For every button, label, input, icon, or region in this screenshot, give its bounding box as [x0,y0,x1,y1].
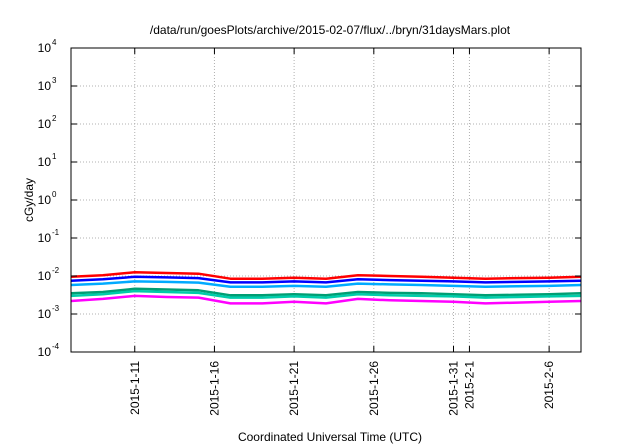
x-axis-label: Coordinated Universal Time (UTC) [238,430,422,444]
y-tick-label: 10 [38,307,52,321]
y-tick-label: 10 [38,269,52,283]
x-tick-label: 2015-1-31 [447,361,461,416]
series-line-2 [70,275,582,284]
x-tick-label: 2015-1-26 [367,361,381,416]
series-line-4 [70,287,582,297]
x-tick-label: 2015-2-6 [542,361,556,409]
grid [71,48,581,352]
y-tick-exponent: -4 [52,342,60,351]
y-tick-label: 10 [38,193,52,207]
y-tick-exponent: 3 [52,76,57,85]
series-line-5 [70,289,582,299]
chart-title: /data/run/goesPlots/archive/2015-02-07/f… [150,23,511,37]
series-line-6 [70,294,582,305]
y-tick-label: 10 [38,79,52,93]
y-axis-label: cGy/day [22,178,36,222]
y-tick-exponent: -1 [52,228,60,237]
y-tick-label: 10 [38,117,52,131]
y-tick-exponent: 1 [52,152,57,161]
y-tick-label: 10 [38,345,52,359]
y-tick-exponent: 0 [52,190,57,199]
y-tick-label: 10 [38,41,52,55]
x-axis: 2015-1-11 2015-1-16 2015-1-21 2015-1-26 2015… [128,48,556,416]
series-line-1 [70,271,582,280]
y-tick-exponent: -3 [52,304,60,313]
series-line-3 [70,280,582,289]
x-tick-label: 2015-1-21 [287,361,301,416]
x-tick-label: 2015-1-11 [128,361,142,415]
x-tick-label: 2015-1-16 [207,361,221,416]
y-tick-label: 10 [38,155,52,169]
y-tick-exponent: 4 [52,38,57,47]
series-group [70,271,582,305]
y-tick-label: 10 [38,231,52,245]
y-tick-exponent: -2 [52,266,60,275]
x-tick-label: 2015-2-1 [462,361,476,409]
y-tick-exponent: 2 [52,114,57,123]
